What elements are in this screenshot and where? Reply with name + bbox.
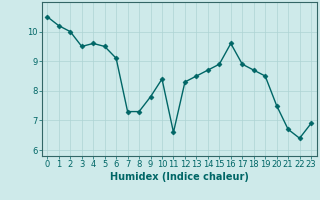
X-axis label: Humidex (Indice chaleur): Humidex (Indice chaleur): [110, 172, 249, 182]
